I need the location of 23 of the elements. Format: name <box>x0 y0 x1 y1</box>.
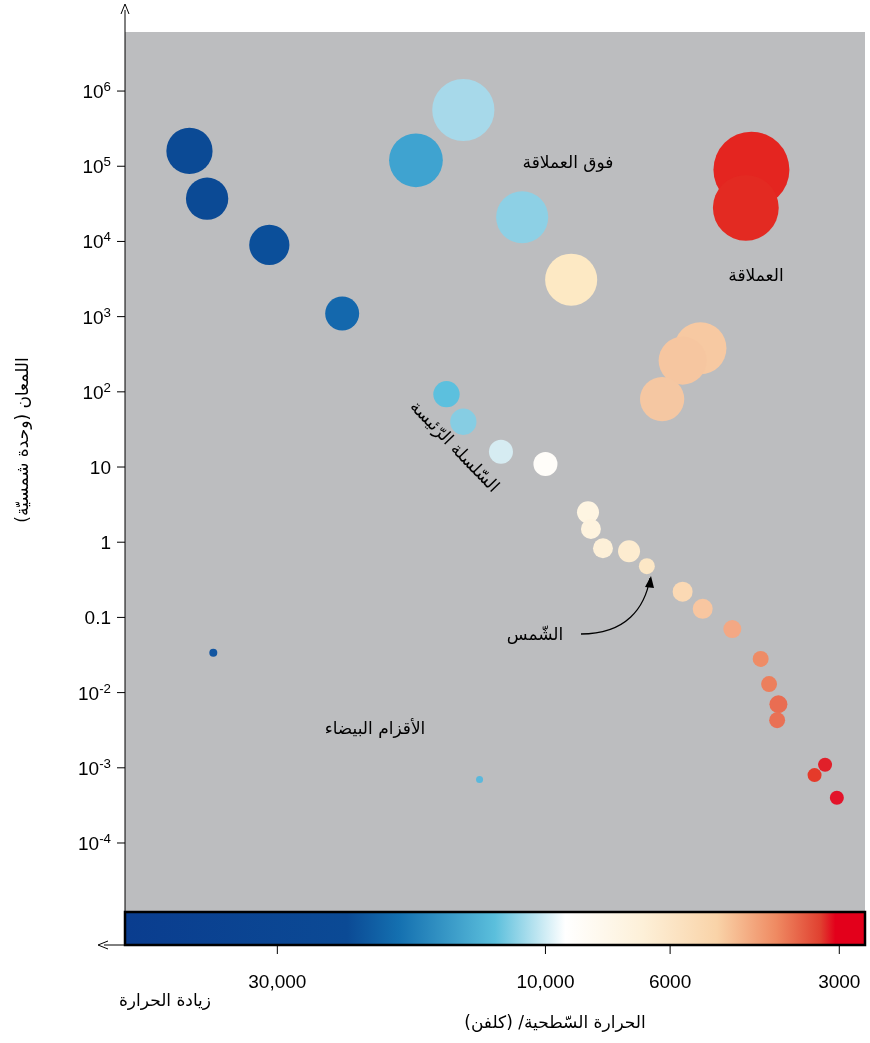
annotation: السّلسلة الرّئيسة <box>406 396 504 496</box>
y-tick-label: 10$^{-2}$ <box>78 680 111 704</box>
y-axis-title: اللمعان (وحدة شمسيّة) <box>12 357 32 523</box>
y-tick-label: 10 <box>89 457 111 479</box>
y-tick-label: 10$^{-3}$ <box>78 755 111 779</box>
y-tick-label: 10$^{6}$ <box>82 78 111 103</box>
y-tick-label: 10$^{3}$ <box>82 304 111 328</box>
x-tick-label: 30,000 <box>248 971 307 992</box>
x-tick-label: 6000 <box>648 971 692 992</box>
text: زيادة الحرارة <box>118 990 212 1010</box>
annotation: العملاقة <box>728 265 784 285</box>
y-tick-label: 10$^{5}$ <box>82 153 111 178</box>
y-tick-label: 10$^{4}$ <box>82 228 111 253</box>
y-tick-label: 10$^{-4}$ <box>78 830 111 854</box>
y-tick-label: 1 <box>100 532 111 554</box>
y-tick-label: 10$^{2}$ <box>82 379 111 403</box>
x-tick-label: 10,000 <box>516 971 575 992</box>
x-axis-title: الحرارة السّطحية/ (كلفن) <box>464 1012 646 1032</box>
y-tick-label: 0.1 <box>84 607 111 629</box>
x-tick-label: 3000 <box>818 971 861 992</box>
annotation: الشّمس <box>506 624 564 644</box>
annotation: الأقزام البيضاء <box>324 718 426 738</box>
annotation: فوق العملاقة <box>522 152 614 172</box>
